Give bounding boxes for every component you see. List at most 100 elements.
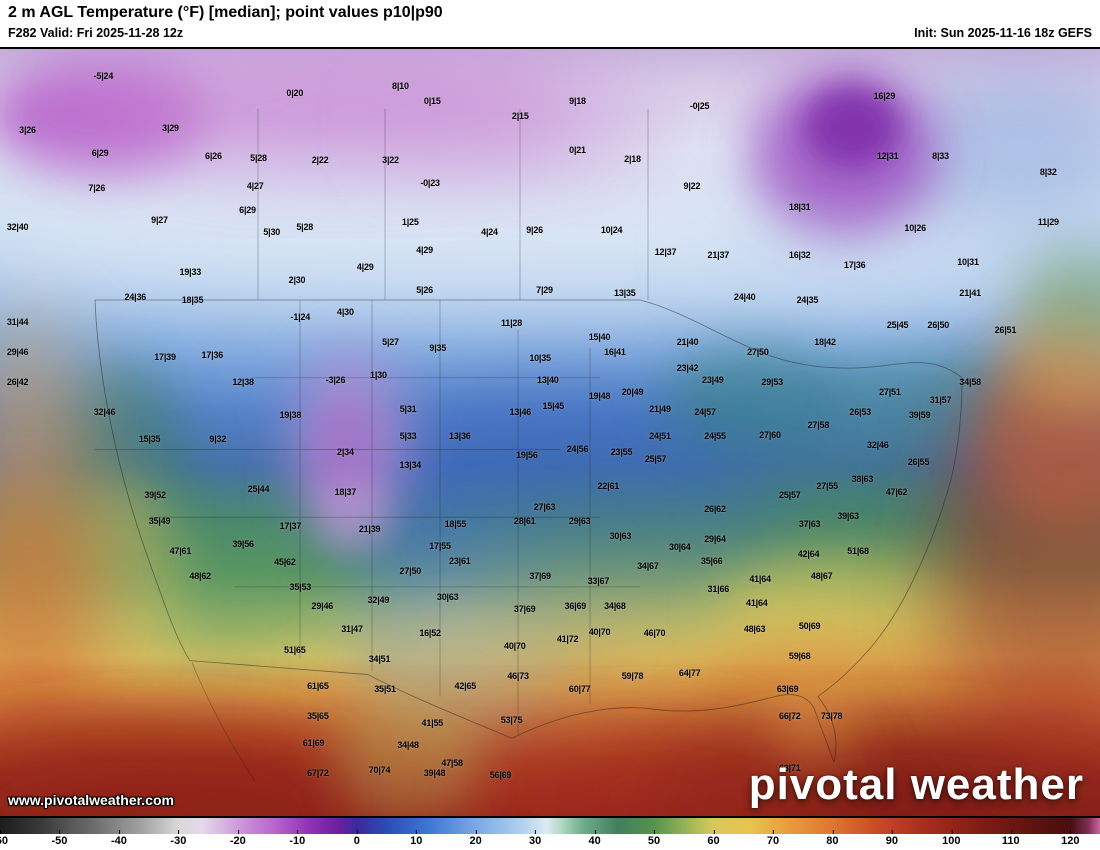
point-value-p10-p90: 16|52 [419,628,441,639]
point-value-p10-p90: 37|69 [513,603,536,614]
colorbar-tick-label: 40 [588,830,601,847]
point-value-p10-p90: 35|51 [374,683,396,694]
point-value-p10-p90: 24|51 [649,431,671,442]
point-value-p10-p90: 2|22 [311,155,329,166]
colorbar-tick-label: 50 [647,830,661,847]
point-value-p10-p90: 23|49 [702,374,724,385]
point-value-p10-p90: 63|69 [776,683,799,694]
point-value-p10-p90: 18|31 [788,202,811,212]
point-value-p10-p90: 27|51 [879,386,901,397]
point-value-p10-p90: 42|64 [797,548,820,559]
point-value-p10-p90: 12|31 [876,150,899,161]
point-value-p10-p90: 17|36 [201,350,224,361]
map-canvas[interactable]: -5|24 0|20 8|10 0|15 2|15 9|18 -0|25 16|29 3|26 3… [0,47,1100,817]
point-value-p10-p90: 12|37 [654,247,677,258]
colorbar-tick-label: 20 [469,830,482,847]
point-value-p10-p90: 15|35 [138,434,161,445]
point-value-p10-p90: 56|69 [489,770,512,781]
point-value-p10-p90: 24|40 [733,291,756,302]
point-value-p10-p90: 19|48 [588,391,611,402]
point-value-p10-p90: 3|26 [19,125,36,136]
point-value-p10-p90: 33|67 [587,576,610,587]
point-value-p10-p90: 26|53 [849,406,871,417]
point-value-p10-p90: 48|62 [189,570,211,581]
point-value-p10-p90: 8|10 [392,80,409,91]
point-value-p10-p90: 26|55 [907,456,930,467]
point-value-p10-p90: 11|28 [500,317,523,328]
point-value-p10-p90: 19|33 [179,267,202,278]
point-value-p10-p90: 13|46 [509,406,532,417]
point-value-p10-p90: 6|26 [205,150,222,161]
map-title: 2 m AGL Temperature (°F) [median]; point… [8,4,443,21]
point-value-p10-p90: 39|59 [908,409,931,420]
point-value-p10-p90: 10|35 [529,353,551,364]
model-init-label: Init: Sun 2025-11-16 18z GEFS [914,26,1092,40]
point-value-p10-p90: 1|25 [401,217,419,228]
point-value-p10-p90: 34|48 [397,740,419,751]
point-value-p10-p90: 23|61 [449,556,471,567]
point-value-p10-p90: 25|45 [886,320,909,331]
point-value-p10-p90: 5|31 [399,404,417,415]
point-value-p10-p90: 6|29 [91,147,109,158]
point-value-p10-p90: 34|58 [959,376,981,387]
point-value-p10-p90: 21|39 [358,524,381,535]
colorbar-scale-labels: -60 -50 -40 -30 -20 -10 0 10 20 30 40 50 60 70 80 90 100… [0,830,1100,850]
colorbar-tick-label: 60 [707,830,720,847]
point-value-p10-p90: 9|26 [526,225,543,235]
point-value-p10-p90: 0|15 [423,96,441,107]
point-value-p10-p90: 27|60 [759,429,781,440]
colorbar-tick-label: 0 [353,830,360,847]
point-value-p10-p90: 26|51 [994,324,1017,335]
point-value-p10-p90: 24|56 [566,444,589,455]
point-value-p10-p90: 18|37 [334,486,357,497]
point-value-p10-p90: 13|36 [449,431,471,442]
point-value-p10-p90: 17|37 [279,521,302,532]
point-value-p10-p90: 4|30 [337,307,354,318]
point-value-p10-p90: 30|63 [609,531,632,542]
point-value-p10-p90: 38|63 [851,474,874,485]
point-value-p10-p90: 24|35 [796,294,819,305]
point-value-p10-p90: 5|28 [296,221,314,232]
point-value-p10-p90: 27|58 [807,419,830,430]
point-value-p10-p90: 29|46 [6,346,29,357]
point-value-p10-p90: 37|63 [798,518,821,529]
point-value-p10-p90: 16|32 [788,250,811,261]
point-value-p10-p90: 21|37 [707,250,730,261]
point-value-p10-p90: 61|65 [307,680,329,691]
point-value-p10-p90: 42|65 [454,680,477,691]
point-value-p10-p90: 29|63 [568,516,591,527]
point-value-p10-p90: 16|29 [873,90,896,101]
point-value-p10-p90: 60|77 [568,683,591,694]
point-value-p10-p90: -3|26 [325,374,346,385]
colorbar-tick-label: -20 [229,830,246,847]
point-value-p10-p90: 35|66 [700,556,723,567]
point-value-p10-p90: 31|66 [707,583,730,594]
point-value-p10-p90: 26|42 [6,376,29,387]
point-value-p10-p90: 5|33 [399,431,417,442]
point-value-p10-p90: 35|49 [148,516,171,527]
colorbar-tick-label: -10 [289,830,306,847]
point-value-p10-p90: 66|72 [779,710,801,721]
point-value-p10-p90: 67|72 [307,768,329,779]
point-value-p10-p90: 24|57 [694,406,716,417]
point-value-p10-p90: 30|63 [436,591,459,602]
point-value-p10-p90: 32|46 [867,439,889,450]
point-value-p10-p90: 19|56 [516,449,538,460]
point-value-p10-p90: 0|21 [569,145,586,156]
point-value-p10-p90: 10|26 [904,223,926,234]
point-value-p10-p90: 15|45 [542,401,565,412]
point-value-p10-p90: 27|55 [816,481,838,492]
point-value-p10-p90: 4|24 [481,227,498,238]
point-value-p10-p90: 0|20 [286,88,304,99]
point-value-p10-p90: 31|57 [929,394,952,405]
point-value-p10-p90: 9|32 [209,434,227,445]
colorbar-tick-label: -30 [170,830,187,847]
point-value-p10-p90: 9|18 [569,96,586,107]
point-value-p10-p90: 1|30 [370,369,387,380]
watermark-url: www.pivotalweather.com [8,792,174,808]
point-value-p10-p90: 5|30 [263,227,281,238]
colorbar-tick-label: 110 [1001,830,1020,847]
point-value-p10-p90: 15|40 [588,331,611,342]
point-value-p10-p90: 39|63 [837,511,859,522]
point-value-p10-p90: 53|75 [500,715,523,726]
